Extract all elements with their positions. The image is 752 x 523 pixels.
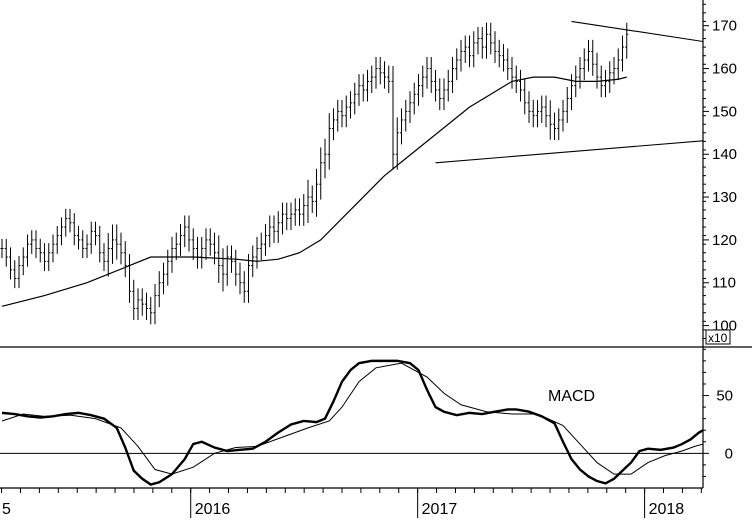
x-tick-label: 5 bbox=[2, 501, 11, 518]
price-tick-label: 140 bbox=[712, 146, 737, 163]
x-tick-label: 2018 bbox=[649, 501, 685, 518]
price-tick-label: 120 bbox=[712, 232, 737, 249]
macd-signal-line bbox=[2, 363, 703, 474]
price-tick-label: 170 bbox=[712, 18, 737, 35]
multiplier-label: x10 bbox=[708, 331, 728, 345]
macd-tick-label: 0 bbox=[725, 445, 733, 462]
x-tick-label: 2017 bbox=[422, 501, 458, 518]
price-tick-label: 150 bbox=[712, 103, 737, 120]
macd-title: MACD bbox=[548, 388, 595, 405]
x-tick-label: 2016 bbox=[195, 501, 231, 518]
price-tick-label: 130 bbox=[712, 189, 737, 206]
price-tick-label: 160 bbox=[712, 61, 737, 78]
trendline bbox=[436, 129, 752, 163]
macd-tick-label: 50 bbox=[716, 388, 733, 405]
price-tick-label: 110 bbox=[712, 275, 736, 292]
price-panel bbox=[1, 21, 752, 324]
macd-panel bbox=[0, 361, 703, 485]
